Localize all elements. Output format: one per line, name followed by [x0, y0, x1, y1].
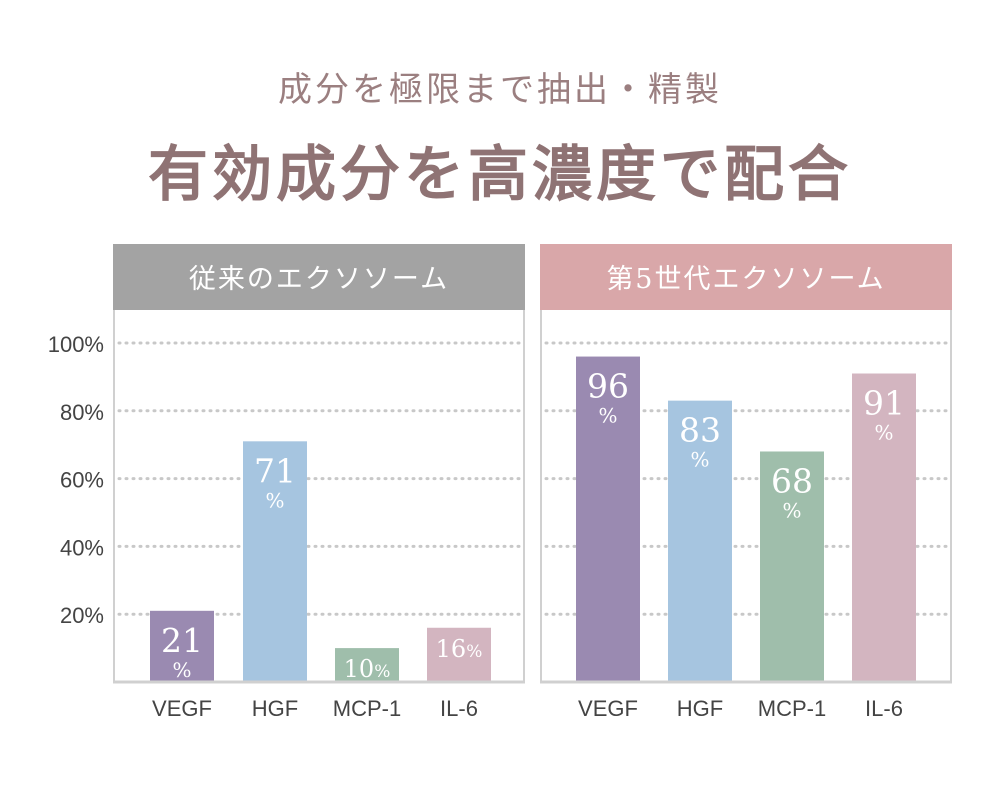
data-label-unit: % [598, 404, 617, 428]
data-label-unit: % [874, 421, 893, 445]
panel-header-1 [113, 244, 525, 310]
x-tick-label: VEGF [578, 696, 638, 721]
bar-hgf [243, 441, 307, 682]
chart-title: 有効成分を高濃度で配合 [148, 140, 852, 210]
bar-mcp-1 [760, 451, 824, 682]
data-label: 71 [254, 451, 296, 490]
y-tick-label: 60% [60, 468, 104, 493]
x-tick-label: HGF [252, 696, 298, 721]
y-tick-label: 20% [60, 603, 104, 628]
data-label-unit: % [466, 642, 482, 662]
x-tick-label: HGF [677, 696, 723, 721]
x-tick-label: MCP-1 [758, 696, 826, 721]
data-label: 68 [771, 461, 813, 500]
data-label-unit: % [690, 448, 709, 472]
data-label: 21 [161, 621, 203, 660]
bar-hgf [668, 400, 732, 682]
bar-il-6 [852, 373, 916, 682]
data-label-unit: % [265, 488, 284, 512]
x-tick-label: IL-6 [440, 696, 478, 721]
data-label-unit: % [782, 498, 801, 522]
bar-mcp-1 [335, 648, 399, 682]
x-tick-label: IL-6 [865, 696, 903, 721]
y-tick-label: 80% [60, 400, 104, 425]
data-label-unit: % [172, 658, 191, 682]
panel-title-1: 従来のエクソソーム [189, 264, 449, 295]
x-tick-label: MCP-1 [333, 696, 401, 721]
x-tick-label: VEGF [152, 696, 212, 721]
bar-vegf [150, 610, 214, 682]
bar-vegf [576, 356, 640, 682]
data-label: 91 [863, 384, 905, 423]
chart-subtitle: 成分を極限まで抽出・精製 [278, 70, 722, 110]
data-label-unit: % [374, 662, 390, 682]
y-tick-label: 40% [60, 535, 104, 560]
data-label: 83 [679, 411, 721, 450]
y-tick-label: 100% [48, 332, 104, 357]
bar-il-6 [427, 627, 491, 682]
data-label: 96 [587, 367, 629, 406]
data-label: 10% [344, 655, 391, 683]
panel-title-2: 第5世代エクソソーム [606, 264, 885, 295]
panel-header-2 [540, 244, 952, 310]
